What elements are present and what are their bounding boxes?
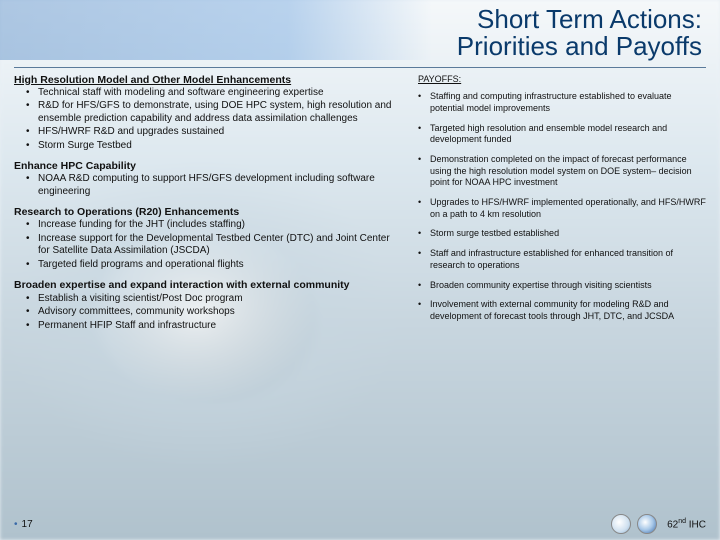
right-column: PAYOFFS: Staffing and computing infrastr… [418, 74, 706, 341]
bullet-item: Storm Surge Testbed [38, 140, 404, 153]
section: High Resolution Model and Other Model En… [14, 74, 404, 153]
bullet-item: R&D for HFS/GFS to demonstrate, using DO… [38, 100, 404, 125]
section-heading: Enhance HPC Capability [14, 160, 404, 173]
bullet-item: Establish a visiting scientist/Post Doc … [38, 293, 404, 306]
payoff-item: Upgrades to HFS/HWRF implemented operati… [430, 197, 706, 220]
footer-logos [611, 514, 657, 534]
bullet-item: Increase funding for the JHT (includes s… [38, 219, 404, 232]
section: Broaden expertise and expand interaction… [14, 279, 404, 332]
page-number: 17 [14, 519, 33, 530]
section-heading: Broaden expertise and expand interaction… [14, 279, 404, 292]
footer: 17 62nd IHC [14, 514, 706, 534]
payoff-item: Targeted high resolution and ensemble mo… [430, 123, 706, 146]
payoffs-heading: PAYOFFS: [418, 74, 706, 86]
section-bullets: NOAA R&D computing to support HFS/GFS de… [14, 173, 404, 198]
slide-content: Short Term Actions: Priorities and Payof… [0, 0, 720, 540]
bullet-item: Increase support for the Developmental T… [38, 233, 404, 258]
slide-title: Short Term Actions: Priorities and Payof… [14, 6, 706, 61]
columns: High Resolution Model and Other Model En… [14, 74, 706, 341]
bullet-item: Targeted field programs and operational … [38, 259, 404, 272]
title-line-1: Short Term Actions: [477, 4, 702, 34]
section-heading: High Resolution Model and Other Model En… [14, 74, 404, 87]
conf-sup: nd [678, 518, 686, 525]
conference-label: 62nd IHC [667, 518, 706, 530]
conf-suffix: IHC [686, 519, 706, 530]
section: Enhance HPC CapabilityNOAA R&D computing… [14, 160, 404, 198]
section-heading: Research to Operations (R20) Enhancement… [14, 206, 404, 219]
bullet-item: Permanent HFIP Staff and infrastructure [38, 320, 404, 333]
payoff-item: Broaden community expertise through visi… [430, 280, 706, 292]
section: Research to Operations (R20) Enhancement… [14, 206, 404, 271]
bullet-item: Technical staff with modeling and softwa… [38, 87, 404, 100]
section-bullets: Establish a visiting scientist/Post Doc … [14, 293, 404, 333]
title-line-2: Priorities and Payoffs [457, 31, 702, 61]
seal-icon [611, 514, 631, 534]
payoff-item: Demonstration completed on the impact of… [430, 154, 706, 189]
left-column: High Resolution Model and Other Model En… [14, 74, 404, 341]
section-bullets: Technical staff with modeling and softwa… [14, 87, 404, 153]
payoff-item: Storm surge testbed established [430, 228, 706, 240]
bullet-item: Advisory committees, community workshops [38, 306, 404, 319]
bullet-item: NOAA R&D computing to support HFS/GFS de… [38, 173, 404, 198]
title-divider [14, 67, 706, 68]
payoff-item: Involvement with external community for … [430, 299, 706, 322]
section-bullets: Increase funding for the JHT (includes s… [14, 219, 404, 271]
conf-number: 62 [667, 519, 678, 530]
payoffs-list: Staffing and computing infrastructure es… [418, 91, 706, 322]
payoff-item: Staff and infrastructure established for… [430, 248, 706, 271]
noaa-icon [637, 514, 657, 534]
bullet-item: HFS/HWRF R&D and upgrades sustained [38, 126, 404, 139]
payoff-item: Staffing and computing infrastructure es… [430, 91, 706, 114]
